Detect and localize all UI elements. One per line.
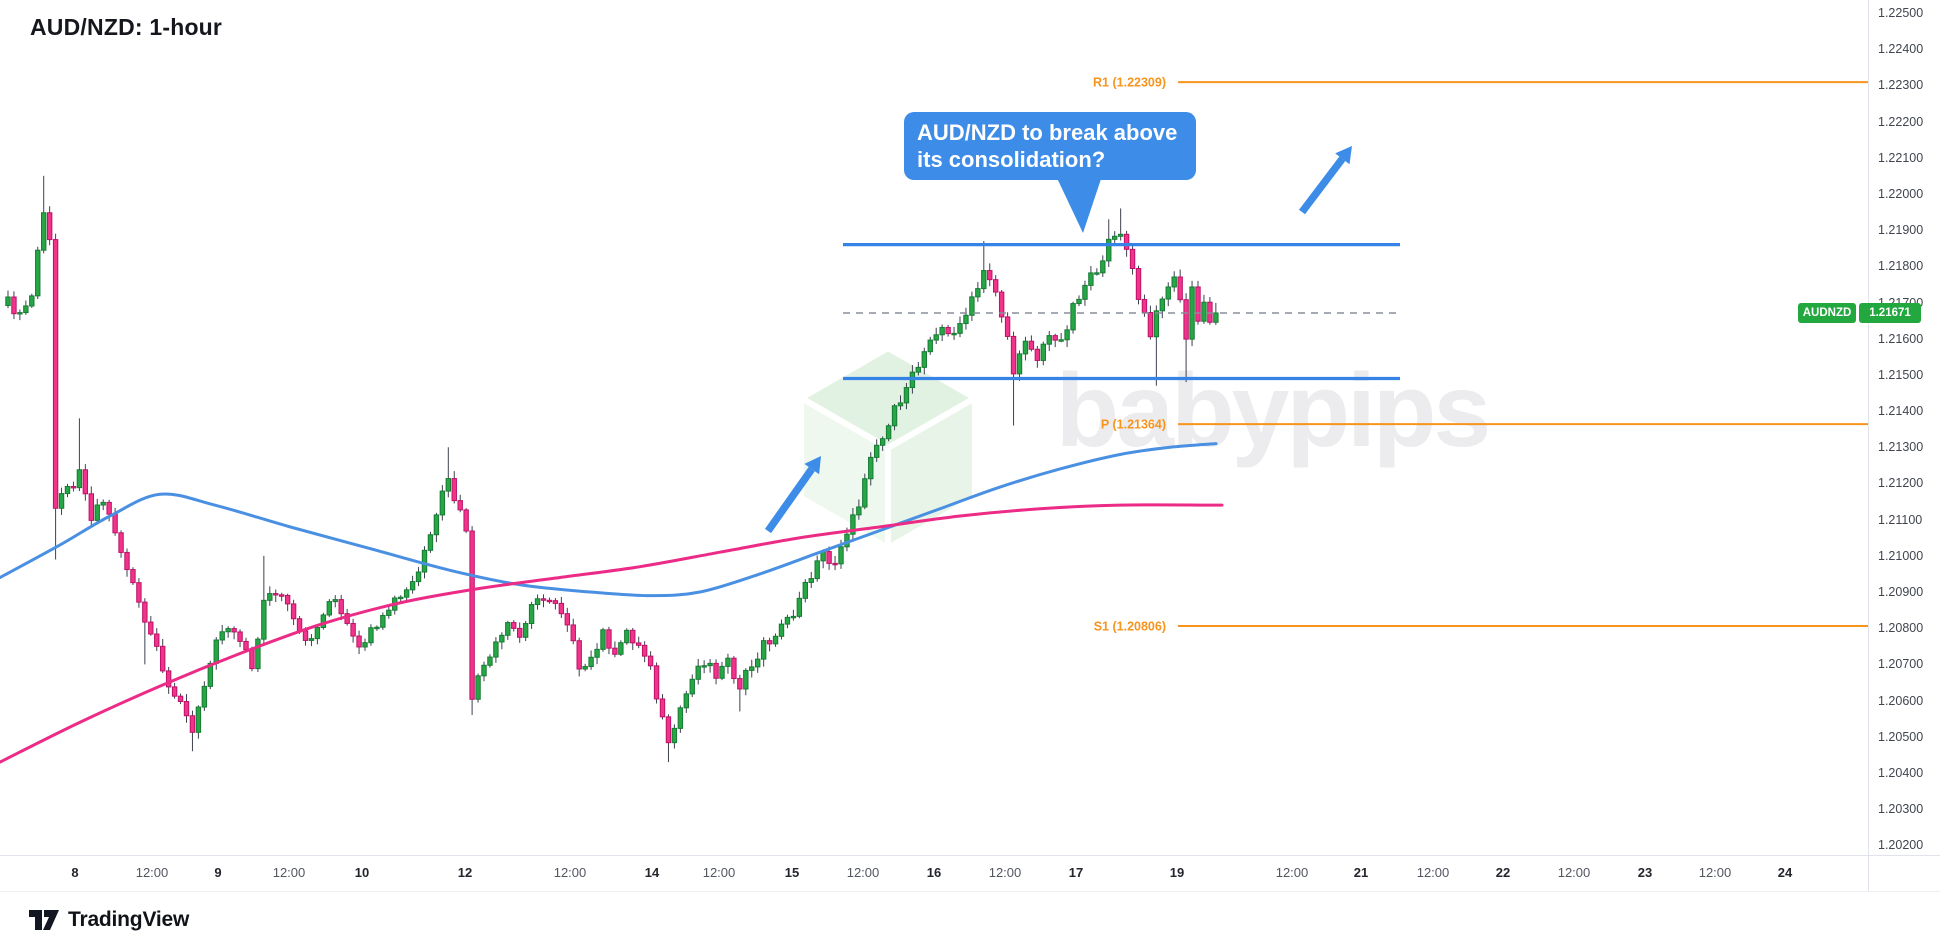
time-axis-hour-label: 12:00 xyxy=(135,865,169,880)
price-axis-border xyxy=(1868,0,1869,891)
time-axis-date-label: 14 xyxy=(644,865,660,880)
time-axis-date-label: 24 xyxy=(1777,865,1793,880)
time-axis-hour-label: 12:00 xyxy=(702,865,736,880)
price-axis-label: 1.22100 xyxy=(1878,150,1924,165)
callout-line1: AUD/NZD to break above xyxy=(917,120,1178,145)
consolidation-lines xyxy=(843,243,1400,381)
up-arrow-2 xyxy=(1299,156,1346,215)
ma-pink-line xyxy=(0,503,1224,764)
time-axis-hour-label: 12:00 xyxy=(988,865,1022,880)
time-axis-date-label: 22 xyxy=(1495,865,1511,880)
watermark-text: babypips xyxy=(1056,353,1489,469)
price-axis-label: 1.21400 xyxy=(1878,404,1924,419)
time-axis-date-label: 12 xyxy=(457,865,473,880)
price-axis-label: 1.21600 xyxy=(1878,331,1924,346)
time-axis-date-label: 8 xyxy=(71,865,79,880)
callout-annotation: AUD/NZD to break above its consolidation… xyxy=(904,112,1196,180)
tradingview-logo-text: TradingView xyxy=(68,907,190,931)
callout-tail xyxy=(1056,176,1102,233)
price-axis-label: 1.22500 xyxy=(1878,6,1924,20)
time-axis-hour-label: 12:00 xyxy=(1416,865,1450,880)
time-axis-date-label: 19 xyxy=(1169,865,1185,880)
callout-line2: its consolidation? xyxy=(917,147,1106,172)
ma-blue-line xyxy=(0,442,1218,598)
tradingview-attribution[interactable]: TradingView xyxy=(28,906,189,933)
time-axis-hour-label: 12:00 xyxy=(1275,865,1309,880)
time-axis-hour-label: 12:00 xyxy=(846,865,880,880)
price-axis-label: 1.21800 xyxy=(1878,259,1924,274)
time-axis-bottom-border xyxy=(0,891,1940,892)
price-axis[interactable]: 1.22500 1.22400 1.22300 1.22200 1.22100 1.220… xyxy=(1869,0,1940,855)
up-arrow-1 xyxy=(764,466,815,534)
pivot-label-s1: S1 (1.20806) xyxy=(1094,620,1166,634)
price-axis-label: 1.20300 xyxy=(1878,802,1924,817)
price-axis-label: 1.21200 xyxy=(1878,476,1924,491)
price-axis-label: 1.21100 xyxy=(1878,512,1923,527)
time-axis-date-label: 17 xyxy=(1068,865,1084,880)
last-price-tag: 1.21671 xyxy=(1859,303,1921,323)
pivot-levels: R1 (1.22309) P (1.21364) S1 (1.20806) xyxy=(1093,76,1868,634)
pivot-label-r1: R1 (1.22309) xyxy=(1093,76,1166,90)
time-axis-date-label: 9 xyxy=(214,865,222,880)
time-axis-hour-label: 12:00 xyxy=(272,865,306,880)
price-axis-label: 1.20400 xyxy=(1878,765,1924,780)
price-axis-label: 1.20200 xyxy=(1878,838,1924,853)
price-axis-label: 1.20500 xyxy=(1878,729,1924,744)
time-axis[interactable]: 8 12:00 9 12:00 10 12 12:00 14 12:00 15 12:00 16 12:… xyxy=(0,856,1940,891)
price-axis-label: 1.20700 xyxy=(1878,657,1924,672)
tradingview-logo-icon xyxy=(29,910,59,930)
price-axis-label: 1.22200 xyxy=(1878,114,1924,129)
time-axis-hour-label: 12:00 xyxy=(1698,865,1732,880)
price-axis-label: 1.21500 xyxy=(1878,367,1924,382)
price-axis-label: 1.20600 xyxy=(1878,693,1924,708)
candles-layer xyxy=(5,175,1219,763)
time-axis-hour-label: 12:00 xyxy=(553,865,587,880)
price-axis-label: 1.22000 xyxy=(1878,186,1924,201)
price-axis-label: 1.22400 xyxy=(1878,42,1924,57)
pivot-label-p: P (1.21364) xyxy=(1101,418,1166,432)
price-axis-label: 1.20800 xyxy=(1878,621,1924,636)
annotation-arrows xyxy=(764,146,1352,534)
time-axis-border xyxy=(0,855,1940,856)
page-title: AUD/NZD: 1-hour xyxy=(30,14,223,40)
time-axis-date-label: 10 xyxy=(354,865,370,880)
chart-canvas[interactable]: babypips R1 (1.22309) P (1.21364) S1 (1.208… xyxy=(0,0,1940,892)
price-axis-label: 1.21000 xyxy=(1878,548,1924,563)
price-axis-label: 1.21300 xyxy=(1878,440,1924,455)
time-axis-date-label: 15 xyxy=(784,865,800,880)
price-axis-label: 1.21900 xyxy=(1878,223,1924,238)
time-axis-hour-label: 12:00 xyxy=(1557,865,1591,880)
price-axis-label: 1.22300 xyxy=(1878,78,1924,93)
symbol-tag: AUDNZD xyxy=(1798,303,1856,323)
price-axis-label: 1.20900 xyxy=(1878,585,1924,599)
babypips-watermark: babypips xyxy=(794,344,1491,554)
time-axis-date-label: 16 xyxy=(926,865,942,880)
time-axis-date-label: 21 xyxy=(1353,865,1369,880)
time-axis-date-label: 23 xyxy=(1637,865,1653,880)
